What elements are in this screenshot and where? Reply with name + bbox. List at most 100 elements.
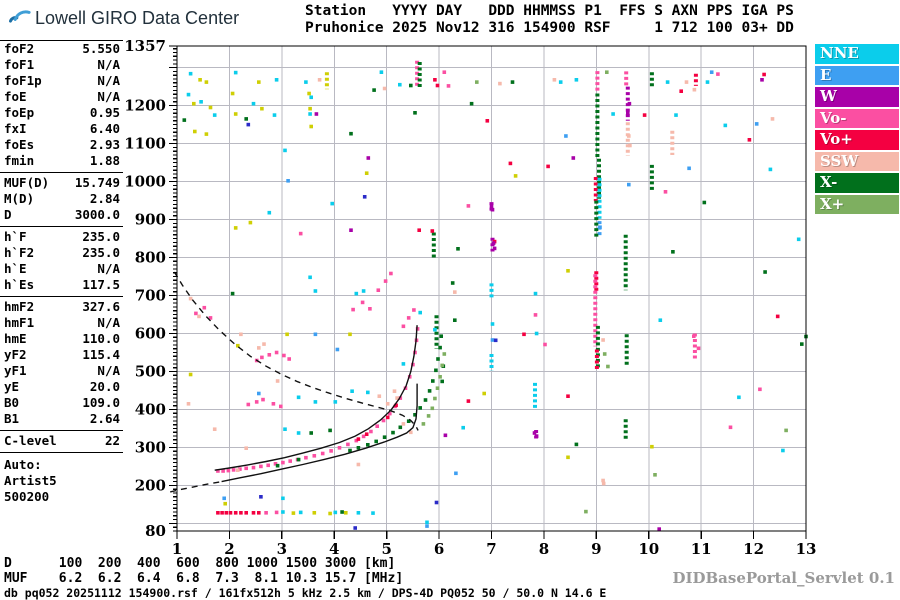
svg-text:5: 5 (381, 540, 391, 558)
param-value: 117.5 (82, 277, 120, 292)
svg-text:13: 13 (796, 540, 817, 558)
direction-legend: NNE E W Vo- Vo+ SSW X- X+ (815, 44, 899, 216)
echo-series-vo-plus (216, 72, 780, 515)
ionogram-header-table: Station YYYY DAY DDD HHMMSS P1 FFS S AXN… (305, 3, 794, 36)
panel-divider (0, 452, 123, 453)
svg-text:600: 600 (135, 325, 166, 343)
profile-extrapolation (170, 480, 222, 493)
svg-text:900: 900 (135, 211, 166, 229)
param-row-clevel: C-level 22 (0, 433, 123, 449)
svg-text:1100: 1100 (124, 135, 166, 153)
echo-series-nne (186, 70, 801, 525)
param-label: foEp (4, 105, 35, 120)
echo-series-w (314, 78, 764, 531)
autoscaling-line: Auto: (4, 457, 42, 472)
param-value: 2.93 (89, 137, 120, 152)
panel-divider (0, 430, 123, 431)
svg-text:1: 1 (172, 540, 182, 558)
param-label: fxI (4, 121, 27, 136)
status-line: db pq052 20251112 154900.rsf / 161fx512h… (4, 586, 607, 600)
grid (177, 46, 806, 531)
param-label: fmin (4, 153, 35, 168)
param-label: foF1p (4, 73, 42, 88)
param-value: 110.0 (82, 331, 120, 346)
svg-text:200: 200 (135, 476, 166, 494)
legend-item-x-minus: X- (815, 173, 899, 193)
param-row-foes: foEs 2.93 (0, 137, 123, 153)
header-columns-row: Station YYYY DAY DDD HHMMSS P1 FFS S AXN… (305, 3, 794, 19)
param-row-fof2: foF2 5.550 (0, 41, 123, 57)
muf-table: D 100 200 400 600 800 1000 1500 3000 [km… (4, 556, 404, 586)
legend-item-w: W (815, 87, 899, 107)
param-row-mufd: MUF(D) 15.749 (0, 175, 123, 191)
param-row-b0: B0 109.0 (0, 395, 123, 411)
param-value: 235.0 (82, 229, 120, 244)
param-label: C-level (4, 433, 57, 448)
echo-series-vo-minus (194, 70, 762, 515)
param-label: foE (4, 89, 27, 104)
param-value: 1.88 (89, 153, 120, 168)
svg-text:700: 700 (135, 287, 166, 305)
param-row-he: h`E N/A (0, 261, 123, 277)
param-label: yF2 (4, 347, 27, 362)
param-row-md: M(D) 2.84 (0, 191, 123, 207)
legend-item-nne: NNE (815, 44, 899, 64)
svg-text:800: 800 (135, 249, 166, 267)
param-label: MUF(D) (4, 175, 50, 190)
legend-item-vo-minus: Vo- (815, 108, 899, 128)
param-value: N/A (97, 363, 120, 378)
autoscaling-line: 500200 (4, 489, 50, 504)
param-value: N/A (97, 89, 120, 104)
param-value: 6.40 (89, 121, 120, 136)
param-row-hmf1: hmF1 N/A (0, 315, 123, 331)
param-label: yE (4, 379, 20, 394)
param-value: 2.64 (89, 411, 120, 426)
param-row-ye: yE 20.0 (0, 379, 123, 395)
param-label: h`E (4, 261, 27, 276)
lowell-giro-logo: Lowell GIRO Data Center (8, 5, 239, 32)
param-label: yF1 (4, 363, 27, 378)
param-value: 15.749 (74, 175, 120, 190)
param-row-foe: foE N/A (0, 89, 123, 105)
svg-text:8: 8 (539, 540, 549, 558)
transmission-curve (173, 271, 419, 431)
svg-text:6: 6 (434, 540, 444, 558)
svg-text:12: 12 (743, 540, 764, 558)
legend-item-x-plus: X+ (815, 194, 899, 214)
param-row-fof1p: foF1p N/A (0, 73, 123, 89)
autoscaling-line: Artist5 (4, 473, 57, 488)
svg-text:9: 9 (591, 540, 601, 558)
header-values-row: Pruhonice 2025 Nov12 316 154900 RSF 1 71… (305, 19, 794, 36)
logo-text: Lowell GIRO Data Center (35, 8, 240, 28)
param-label: B0 (4, 395, 20, 410)
svg-text:3: 3 (277, 540, 287, 558)
param-row-d: D 3000.0 (0, 207, 123, 223)
param-row-hmf2: hmF2 327.6 (0, 299, 123, 315)
svg-text:7: 7 (486, 540, 496, 558)
param-row-hf: h`F 235.0 (0, 229, 123, 245)
svg-text:1000: 1000 (124, 173, 166, 191)
param-label: foF1 (4, 57, 35, 72)
servlet-version: DIDBasePortal_Servlet 0.1 (672, 569, 895, 587)
param-value: 0.95 (89, 105, 120, 120)
panel-divider (0, 296, 123, 297)
param-value: 2.84 (89, 191, 120, 206)
svg-text:10: 10 (638, 540, 659, 558)
param-value: N/A (97, 315, 120, 330)
param-label: M(D) (4, 191, 35, 206)
svg-text:300: 300 (135, 438, 166, 456)
param-value: 109.0 (82, 395, 120, 410)
param-value: 22 (104, 433, 120, 448)
echo-series-x-minus (182, 80, 808, 514)
svg-text:1200: 1200 (124, 97, 166, 115)
svg-text:80: 80 (145, 522, 166, 540)
param-label: foF2 (4, 41, 35, 56)
param-label: h`F2 (4, 245, 35, 260)
param-label: h`F (4, 229, 27, 244)
param-row-hf2: h`F2 235.0 (0, 245, 123, 261)
autoscaling-info: Auto: Artist5 500200 (0, 455, 123, 505)
param-value: 20.0 (89, 379, 120, 394)
param-row-yf1: yF1 N/A (0, 363, 123, 379)
param-row-hme: hmE 110.0 (0, 331, 123, 347)
param-label: B1 (4, 411, 20, 426)
